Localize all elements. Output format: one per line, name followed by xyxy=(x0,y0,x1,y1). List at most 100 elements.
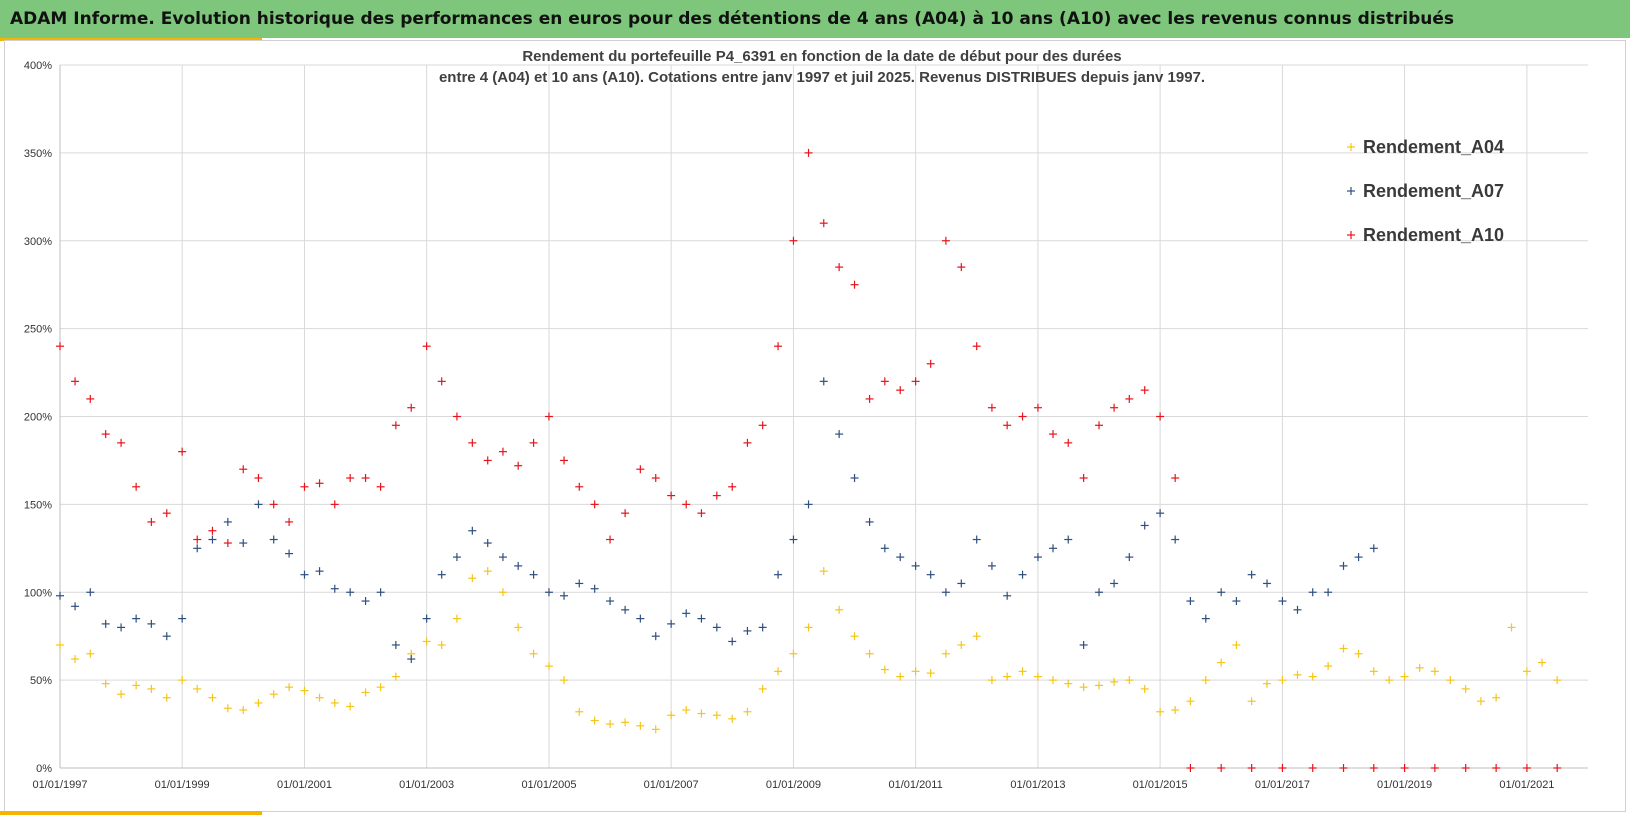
data-point xyxy=(789,236,798,245)
data-point xyxy=(1476,697,1485,706)
data-point xyxy=(254,500,263,509)
data-point xyxy=(743,438,752,447)
data-point xyxy=(682,609,691,618)
data-point xyxy=(1033,672,1042,681)
data-point xyxy=(1201,676,1210,685)
x-tick-label: 01/01/2001 xyxy=(277,779,332,791)
data-point xyxy=(178,676,187,685)
data-point xyxy=(346,474,355,483)
data-point xyxy=(835,263,844,272)
data-point xyxy=(1079,474,1088,483)
chart-subtitle: entre 4 (A04) et 10 ans (A10). Cotations… xyxy=(439,69,1205,86)
data-point xyxy=(315,567,324,576)
data-point xyxy=(621,605,630,614)
data-point xyxy=(483,456,492,465)
x-tick-label: 01/01/2017 xyxy=(1255,779,1310,791)
data-point xyxy=(1095,681,1104,690)
data-point xyxy=(1369,667,1378,676)
data-point xyxy=(682,706,691,715)
data-point xyxy=(86,394,95,403)
data-point xyxy=(56,591,64,600)
data-point xyxy=(636,614,645,623)
data-point xyxy=(1247,570,1256,579)
data-point xyxy=(712,711,721,720)
data-point xyxy=(452,412,461,421)
data-point xyxy=(1125,394,1134,403)
data-point xyxy=(667,491,676,500)
data-point xyxy=(71,655,80,664)
data-point xyxy=(941,588,950,597)
data-point xyxy=(880,377,889,386)
data-point xyxy=(1492,693,1501,702)
data-point xyxy=(1308,764,1317,772)
data-point xyxy=(575,579,584,588)
data-point xyxy=(1018,570,1027,579)
data-point xyxy=(437,570,446,579)
data-point xyxy=(330,584,339,593)
data-point xyxy=(1553,764,1562,772)
data-point xyxy=(162,693,171,702)
data-point xyxy=(71,377,80,386)
data-point xyxy=(223,517,232,526)
chart-grid xyxy=(59,64,1588,769)
data-point xyxy=(178,447,187,456)
data-point xyxy=(957,579,966,588)
y-tick-label: 250% xyxy=(24,324,52,336)
data-point xyxy=(590,716,599,725)
data-point xyxy=(147,517,156,526)
data-point xyxy=(1400,764,1409,772)
y-tick-label: 50% xyxy=(30,675,52,687)
data-point xyxy=(514,561,523,570)
data-point xyxy=(575,707,584,716)
data-point xyxy=(987,676,996,685)
data-point xyxy=(346,588,355,597)
data-point xyxy=(1217,588,1226,597)
data-point xyxy=(1018,412,1027,421)
data-point xyxy=(437,640,446,649)
data-point xyxy=(774,667,783,676)
data-point xyxy=(544,662,553,671)
data-point xyxy=(1385,676,1394,685)
data-point xyxy=(300,570,309,579)
data-point xyxy=(835,430,844,439)
data-point xyxy=(391,672,400,681)
data-point xyxy=(1339,764,1348,772)
data-point xyxy=(941,649,950,658)
y-tick-label: 300% xyxy=(24,236,52,248)
data-point xyxy=(667,711,676,720)
data-point xyxy=(1354,649,1363,658)
data-point xyxy=(804,148,813,157)
data-point xyxy=(498,553,507,562)
accent-bar-top xyxy=(0,38,262,41)
data-point xyxy=(1079,683,1088,692)
data-point xyxy=(712,623,721,632)
data-point xyxy=(1110,403,1119,412)
data-point xyxy=(101,430,110,439)
data-point xyxy=(208,526,217,535)
data-point xyxy=(1110,579,1119,588)
data-point xyxy=(758,684,767,693)
data-point xyxy=(422,342,431,351)
data-point xyxy=(880,544,889,553)
data-point xyxy=(147,684,156,693)
legend-label: Rendement_A10 xyxy=(1363,225,1504,245)
data-point xyxy=(56,640,64,649)
data-point xyxy=(422,614,431,623)
data-point xyxy=(590,584,599,593)
data-point xyxy=(285,683,294,692)
data-point xyxy=(606,535,615,544)
data-point xyxy=(743,707,752,716)
series-rendement-a10 xyxy=(56,148,1180,548)
data-point xyxy=(1049,544,1058,553)
data-point xyxy=(606,720,615,729)
x-tick-label: 01/01/2003 xyxy=(399,779,454,791)
data-point xyxy=(621,509,630,518)
plot-marks xyxy=(56,148,1562,772)
data-point xyxy=(285,549,294,558)
data-point xyxy=(330,500,339,509)
legend-marker xyxy=(1347,187,1355,195)
data-point xyxy=(376,683,385,692)
data-point xyxy=(1140,521,1149,530)
legend-marker xyxy=(1347,143,1355,151)
